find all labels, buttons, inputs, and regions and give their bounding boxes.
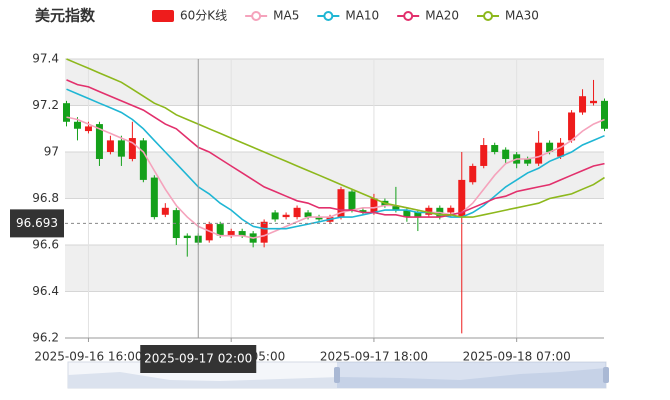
candle-body bbox=[469, 165, 477, 183]
candle-body bbox=[425, 207, 433, 215]
candle-body bbox=[128, 138, 136, 159]
candle-body bbox=[161, 207, 169, 215]
y-tick-label: 97.2 bbox=[32, 98, 59, 112]
candle-body bbox=[95, 124, 103, 159]
candle-body bbox=[535, 142, 543, 164]
candle-body bbox=[337, 189, 345, 218]
crosshair-y-box bbox=[10, 209, 64, 238]
y-tick-label: 96.8 bbox=[32, 191, 59, 205]
y-tick-label: 97.4 bbox=[32, 52, 59, 66]
crosshair-x-label: 2025-09-17 02:00 bbox=[144, 352, 252, 366]
candle-body bbox=[502, 149, 510, 159]
candle-body bbox=[304, 212, 312, 218]
candle-body bbox=[293, 207, 301, 218]
candle-body bbox=[260, 221, 268, 243]
crosshair-y-label: 96.693 bbox=[16, 216, 58, 230]
candle-body bbox=[117, 140, 125, 157]
candle-body bbox=[183, 235, 191, 239]
candle-body bbox=[403, 210, 411, 218]
candle-series bbox=[63, 79, 608, 334]
legend-label: MA5 bbox=[273, 9, 299, 23]
x-tick-label: 2025-09-17 18:00 bbox=[320, 350, 428, 364]
candle-body bbox=[150, 177, 158, 218]
x-tick-label: 2025-09-16 16:00 bbox=[34, 350, 142, 364]
candle-body bbox=[590, 100, 598, 104]
x-tick-label: 2025-09-18 07:00 bbox=[463, 350, 571, 364]
legend-swatch bbox=[323, 11, 334, 21]
legend-label: MA20 bbox=[425, 9, 459, 23]
candle-body bbox=[271, 212, 279, 220]
candle-body bbox=[370, 198, 378, 213]
grid-band bbox=[65, 59, 604, 106]
candle-body bbox=[84, 126, 92, 132]
candle-body bbox=[579, 96, 587, 113]
candle-body bbox=[106, 140, 114, 152]
ma-line bbox=[66, 79, 605, 218]
candle-body bbox=[348, 191, 356, 211]
data-zoom bbox=[67, 361, 609, 389]
candle-body bbox=[73, 121, 81, 129]
grid-band bbox=[65, 245, 604, 292]
legend-label: MA30 bbox=[505, 9, 539, 23]
legend-swatch bbox=[152, 10, 174, 22]
candle-body bbox=[238, 231, 246, 236]
zoom-handle[interactable] bbox=[603, 367, 609, 383]
candle-body bbox=[216, 224, 224, 236]
y-tick-label: 97 bbox=[44, 145, 59, 159]
candle-body bbox=[447, 207, 455, 213]
legend-label: MA10 bbox=[345, 9, 379, 23]
candle-body bbox=[491, 145, 499, 152]
candle-body bbox=[205, 224, 213, 241]
candle-body bbox=[414, 212, 422, 218]
y-tick-label: 96.6 bbox=[32, 238, 59, 252]
candle-body bbox=[392, 205, 400, 211]
candle-body bbox=[524, 158, 532, 164]
legend-swatch bbox=[483, 11, 494, 21]
candle-body bbox=[546, 142, 554, 152]
candle-body bbox=[227, 231, 235, 236]
legend-label: 60分K线 bbox=[180, 9, 227, 23]
zoom-window[interactable] bbox=[337, 362, 606, 388]
candle-body bbox=[172, 210, 180, 239]
chart-title: 美元指数 bbox=[35, 7, 96, 25]
legend-swatch bbox=[251, 11, 262, 21]
candle-body bbox=[480, 145, 488, 166]
y-tick-label: 96.4 bbox=[32, 284, 59, 298]
candle-body bbox=[458, 179, 466, 218]
ma-line bbox=[66, 58, 605, 218]
candle-body bbox=[139, 140, 147, 180]
ma-line bbox=[66, 88, 605, 230]
candle-body bbox=[568, 112, 576, 141]
ma-line bbox=[66, 116, 605, 239]
candle-body bbox=[557, 142, 565, 157]
legend-swatch bbox=[403, 11, 414, 21]
candle-body bbox=[63, 103, 70, 122]
candle-body bbox=[601, 100, 608, 129]
candle-body bbox=[315, 217, 323, 220]
candle-body bbox=[282, 214, 290, 218]
crosshair-x-box bbox=[140, 345, 257, 373]
candle-body bbox=[359, 210, 367, 213]
zoom-handle[interactable] bbox=[334, 367, 340, 383]
y-tick-label: 96.2 bbox=[32, 331, 59, 345]
